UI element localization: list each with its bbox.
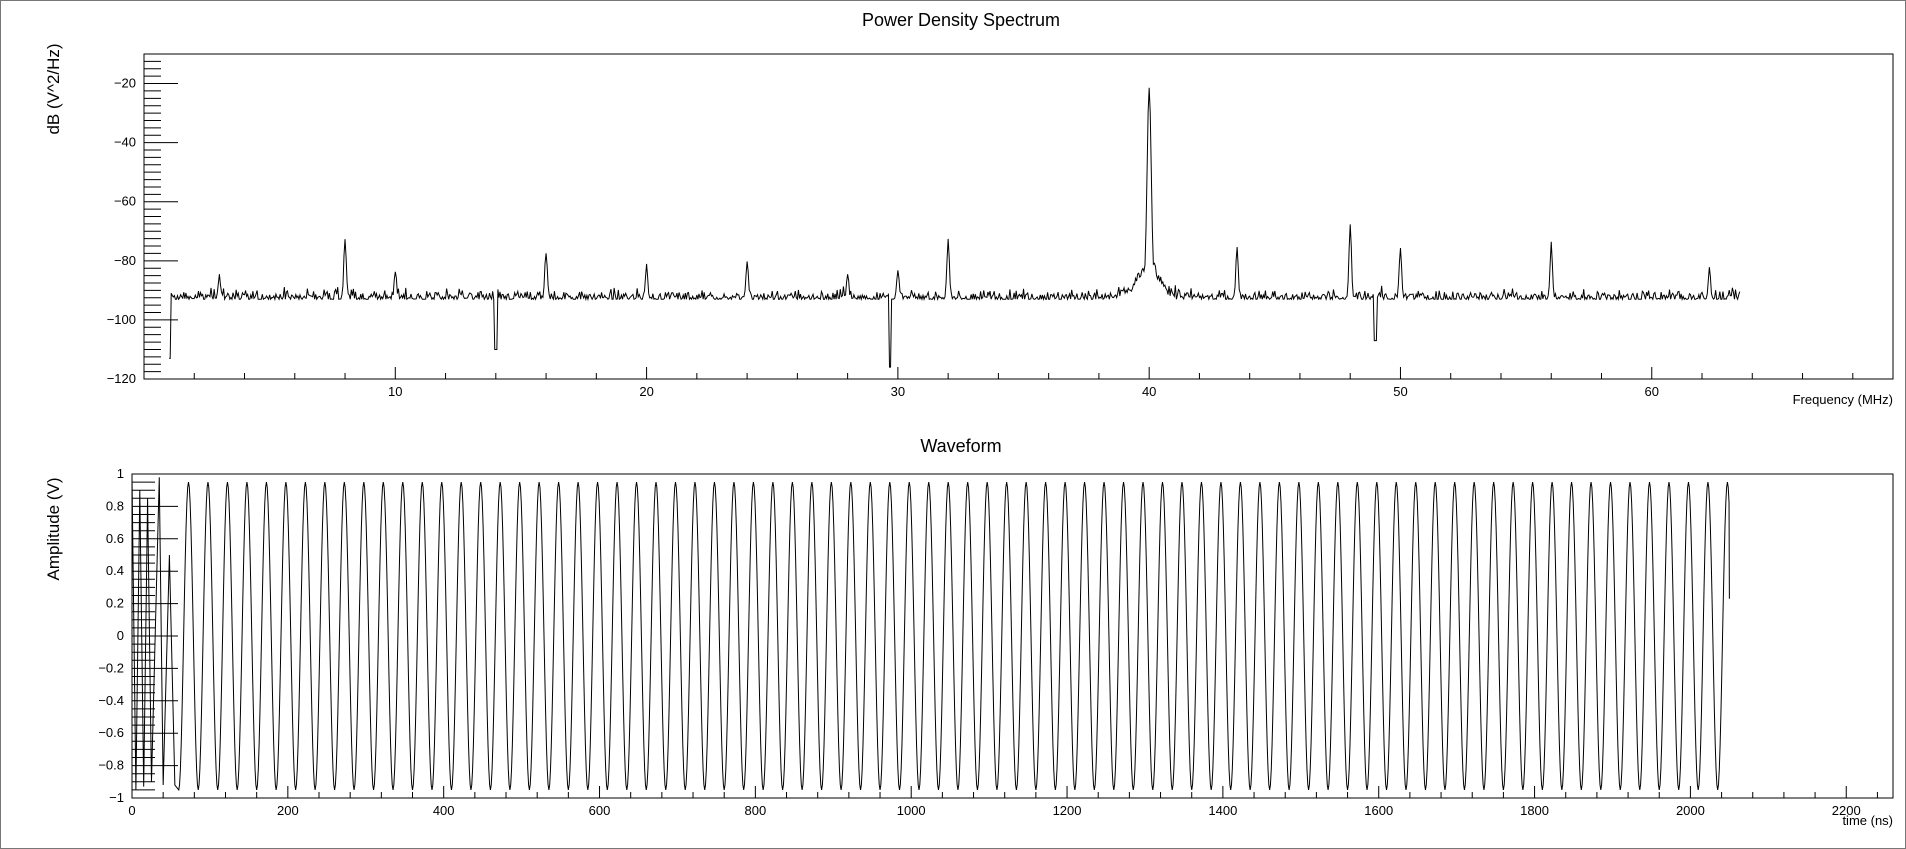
waveform-x-axis-label: time (ns) <box>1842 813 1893 828</box>
x-tick-label: 10 <box>388 384 402 399</box>
spectrum-plot-frame <box>143 53 1894 380</box>
spectrum-x-axis-label: Frequency (MHz) <box>1793 392 1893 407</box>
waveform-title: Waveform <box>920 436 1001 456</box>
x-tick-label: 2200 <box>1832 803 1861 818</box>
x-tick-label: 1200 <box>1053 803 1082 818</box>
y-tick-label: −0.6 <box>98 725 124 740</box>
y-tick-label: −20 <box>114 76 136 91</box>
x-tick-label: 50 <box>1393 384 1407 399</box>
x-tick-label: 20 <box>639 384 653 399</box>
x-tick-label: 1000 <box>897 803 926 818</box>
spectrum-title: Power Density Spectrum <box>862 10 1060 30</box>
x-tick-label: 1600 <box>1364 803 1393 818</box>
y-tick-label: 0.6 <box>106 531 124 546</box>
x-tick-label: 2000 <box>1676 803 1705 818</box>
waveform-y-axis-label: Amplitude (V) <box>44 478 63 581</box>
spectrum-y-ticks: −120 −100 −80 −60 −40 −20 <box>107 53 178 386</box>
waveform-plot-frame <box>131 473 1894 799</box>
x-tick-label: 40 <box>1142 384 1156 399</box>
x-tick-label: 800 <box>745 803 767 818</box>
y-tick-label: −0.8 <box>98 758 124 773</box>
x-tick-label: 200 <box>277 803 299 818</box>
spectrum-y-axis-label: dB (V^2/Hz) <box>44 43 63 134</box>
x-tick-label: 600 <box>589 803 611 818</box>
waveform-x-ticks: 0 200 400 600 800 1000 1200 1400 1600 1800 2000 220… <box>128 786 1878 818</box>
y-tick-label: −100 <box>107 312 136 327</box>
y-tick-label: 1 <box>117 466 124 481</box>
spectrum-x-ticks: 10 20 30 40 50 60 <box>143 367 1854 399</box>
y-tick-label: 0.4 <box>106 563 124 578</box>
y-tick-label: −1 <box>109 790 124 805</box>
spectrum-panel: Power Density Spectrum dB (V^2/Hz) Frequ… <box>44 10 1894 407</box>
x-tick-label: 400 <box>433 803 455 818</box>
y-tick-label: −120 <box>107 371 136 386</box>
y-tick-label: −80 <box>114 253 136 268</box>
y-tick-label: −0.2 <box>98 660 124 675</box>
x-tick-label: 60 <box>1645 384 1659 399</box>
y-tick-label: −40 <box>114 135 136 150</box>
spectrum-series-line <box>169 87 1741 368</box>
y-tick-label: 0.8 <box>106 498 124 513</box>
waveform-panel: Waveform Amplitude (V) time (ns) 0 200 400… <box>44 436 1894 828</box>
y-tick-label: 0 <box>117 628 124 643</box>
x-tick-label: 0 <box>128 803 135 818</box>
x-tick-label: 1800 <box>1520 803 1549 818</box>
waveform-series-line <box>131 477 1730 792</box>
x-tick-label: 30 <box>891 384 905 399</box>
y-tick-label: −0.4 <box>98 693 124 708</box>
y-tick-label: 0.2 <box>106 596 124 611</box>
x-tick-label: 1400 <box>1208 803 1237 818</box>
y-tick-label: −60 <box>114 194 136 209</box>
